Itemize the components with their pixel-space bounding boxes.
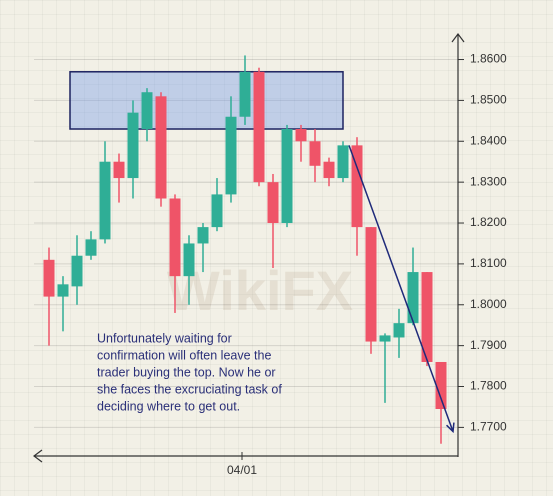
candle-body — [211, 194, 223, 228]
candle-body — [239, 71, 251, 117]
y-tick-label: 1.7700 — [470, 420, 507, 434]
candle-body — [309, 141, 321, 166]
candle-body — [197, 227, 209, 244]
candle-body — [267, 182, 279, 224]
candle-body — [43, 259, 55, 297]
annotation-line: she faces the excruciating task of — [97, 382, 282, 396]
trend-line — [348, 145, 454, 432]
annotation-line: trader buying the top. Now he or — [97, 365, 276, 379]
candle-body — [155, 96, 167, 199]
y-tick-label: 1.8300 — [470, 174, 507, 188]
trend-arrowhead — [446, 422, 455, 434]
candle-body — [337, 145, 349, 179]
candle-body — [183, 243, 195, 277]
candle-body — [351, 145, 363, 228]
candle-body — [113, 161, 125, 179]
candle-body — [323, 161, 335, 179]
watermark: WikiFX — [167, 259, 353, 322]
candle-body — [281, 129, 293, 224]
x-axis-arrow — [33, 449, 43, 463]
annotation-line: confirmation will often leave the — [97, 348, 271, 362]
candle-body — [407, 272, 419, 324]
candle-body — [295, 129, 307, 142]
annotation-line: Unfortunately waiting for — [97, 331, 232, 345]
candle-body — [169, 198, 181, 277]
x-tick-label: 04/01 — [227, 463, 257, 477]
resistance-zone — [69, 71, 344, 130]
candle-body — [435, 361, 447, 409]
annotation-line: deciding where to get out. — [97, 399, 240, 413]
y-tick-label: 1.7800 — [470, 379, 507, 393]
y-tick-label: 1.8500 — [470, 93, 507, 107]
candle-body — [127, 112, 139, 179]
candle-body — [71, 255, 83, 287]
y-tick-label: 1.8000 — [470, 297, 507, 311]
candle-body — [365, 227, 377, 342]
candle-body — [379, 335, 391, 342]
candle-body — [225, 116, 237, 195]
y-tick-label: 1.8100 — [470, 256, 507, 270]
y-tick-label: 1.7900 — [470, 338, 507, 352]
y-tick-label: 1.8600 — [470, 52, 507, 66]
y-tick-label: 1.8400 — [470, 133, 507, 147]
candle-body — [57, 284, 69, 297]
candle-body — [421, 272, 433, 362]
candle-body — [85, 239, 97, 256]
candle-body — [141, 92, 153, 130]
candle-body — [99, 161, 111, 240]
y-tick-label: 1.8200 — [470, 215, 507, 229]
candle-body — [253, 71, 265, 183]
y-axis-arrow — [451, 33, 465, 43]
candle-body — [393, 323, 405, 338]
